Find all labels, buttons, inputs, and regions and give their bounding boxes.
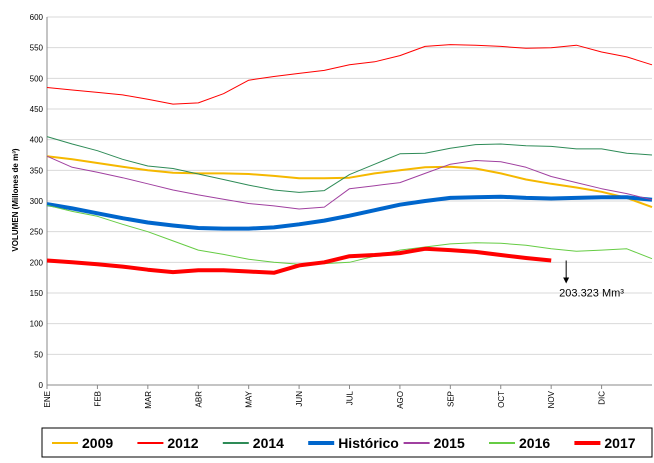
x-tick-label: FEB	[93, 391, 102, 407]
x-tick-label: NOV	[547, 390, 556, 408]
y-tick-label: 600	[30, 13, 44, 22]
annotation-arrowhead	[563, 277, 570, 284]
legend-label: 2015	[434, 435, 465, 451]
annotation: 203.323 Mm³	[559, 287, 624, 299]
y-axis-label: VOLUMEN (Millones de m³)	[11, 148, 20, 251]
legend-label: Histórico	[338, 435, 399, 451]
series-line	[46, 155, 653, 210]
legend-label: 2014	[253, 435, 284, 451]
x-tick-label: DIC	[598, 391, 607, 405]
series-line	[46, 194, 653, 231]
y-tick-label: 500	[30, 74, 44, 83]
series-line	[46, 246, 552, 275]
legend-box	[41, 427, 653, 458]
y-tick-label: 0	[39, 381, 44, 390]
series-line	[46, 136, 653, 193]
x-tick-label: JUL	[346, 390, 355, 405]
series-line	[46, 155, 653, 209]
legend-label: 2012	[167, 435, 198, 451]
y-tick-label: 300	[30, 197, 44, 206]
y-tick-label: 400	[30, 136, 44, 145]
series-line	[46, 204, 653, 265]
x-tick-label: ENE	[43, 391, 52, 407]
x-tick-label: AGO	[396, 391, 405, 409]
legend-label: 2016	[519, 435, 550, 451]
x-tick-label: SEP	[446, 391, 455, 407]
y-tick-label: 50	[34, 350, 43, 359]
legend-label: 2017	[604, 435, 635, 451]
y-tick-label: 100	[30, 320, 44, 329]
x-tick-label: ABR	[194, 391, 203, 408]
y-tick-label: 150	[30, 289, 44, 298]
x-tick-label: JUN	[295, 391, 304, 407]
y-tick-label: 250	[30, 228, 44, 237]
series-line	[46, 44, 653, 105]
x-tick-label: MAR	[144, 391, 153, 409]
x-tick-label: OCT	[497, 391, 506, 408]
y-tick-label: 200	[30, 258, 44, 267]
x-tick-label: MAY	[245, 390, 254, 407]
legend-label: 2009	[82, 435, 113, 451]
y-tick-label: 350	[30, 166, 44, 175]
y-tick-label: 450	[30, 105, 44, 114]
y-tick-label: 550	[30, 44, 44, 53]
